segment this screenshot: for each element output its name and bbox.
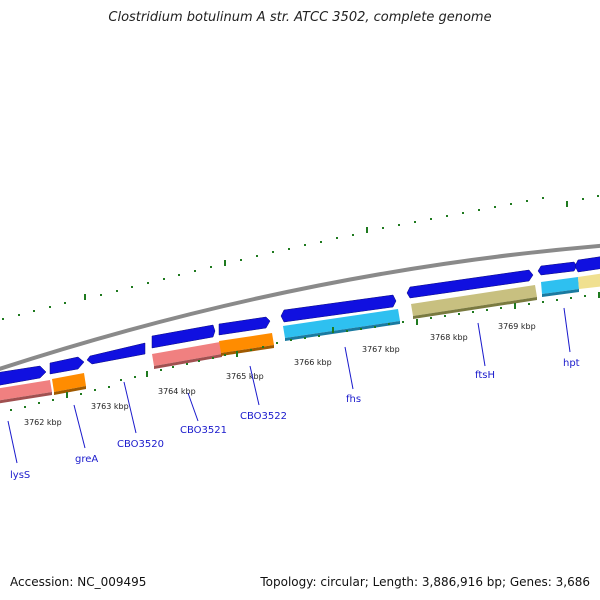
- scale-label: 3769 kbp: [498, 322, 536, 331]
- gene-label-hpt[interactable]: hpt: [563, 358, 580, 369]
- gene-arrow[interactable]: [537, 261, 578, 276]
- feature-bar: [411, 285, 537, 316]
- scale-label: 3764 kbp: [158, 387, 196, 396]
- scale-label: 3763 kbp: [91, 402, 129, 411]
- feature-bar: [152, 342, 222, 366]
- gene-label-grea[interactable]: greA: [75, 454, 98, 465]
- feature-bar: [52, 373, 86, 392]
- forward-strand-genes: [0, 256, 600, 386]
- gene-label-lyss[interactable]: lysS: [10, 470, 30, 481]
- scale-label: 3767 kbp: [362, 345, 400, 354]
- feature-bars: [0, 273, 600, 404]
- gene-arrow[interactable]: [574, 256, 600, 273]
- feature-bar: [219, 333, 274, 353]
- feature-bar: [0, 380, 52, 401]
- feature-bar: [578, 273, 600, 289]
- gene-label-fhs[interactable]: fhs: [346, 394, 361, 405]
- inner-scale-ring: [10, 292, 600, 411]
- scale-label: 3768 kbp: [430, 333, 468, 342]
- outer-tick-ring: [2, 195, 599, 320]
- gene-arrow[interactable]: [86, 342, 146, 365]
- gene-label-cbo3522[interactable]: CBO3522: [240, 411, 287, 422]
- gene-arrow[interactable]: [406, 269, 534, 299]
- accession-text: Accession: NC_009495: [10, 575, 147, 589]
- scale-label: 3762 kbp: [24, 418, 62, 427]
- gene-arrow[interactable]: [0, 365, 47, 386]
- gene-arrow[interactable]: [49, 356, 85, 375]
- gene-label-cbo3520[interactable]: CBO3520: [117, 439, 164, 450]
- gene-arrow[interactable]: [218, 316, 271, 336]
- gene-label-cbo3521[interactable]: CBO3521: [180, 425, 227, 436]
- feature-bar: [541, 277, 579, 294]
- scale-label: 3766 kbp: [294, 358, 332, 367]
- feature-bar: [283, 309, 400, 338]
- gene-label-leaders: [7, 307, 571, 464]
- gene-label-ftsh[interactable]: ftsH: [475, 370, 495, 381]
- gene-arrow[interactable]: [151, 324, 216, 349]
- gene-arrow[interactable]: [280, 294, 397, 323]
- genome-summary-text: Topology: circular; Length: 3,886,916 bp…: [260, 575, 590, 589]
- genome-title: Clostridium botulinum A str. ATCC 3502, …: [108, 10, 492, 25]
- genome-backbone: [0, 243, 600, 371]
- scale-label: 3765 kbp: [226, 372, 264, 381]
